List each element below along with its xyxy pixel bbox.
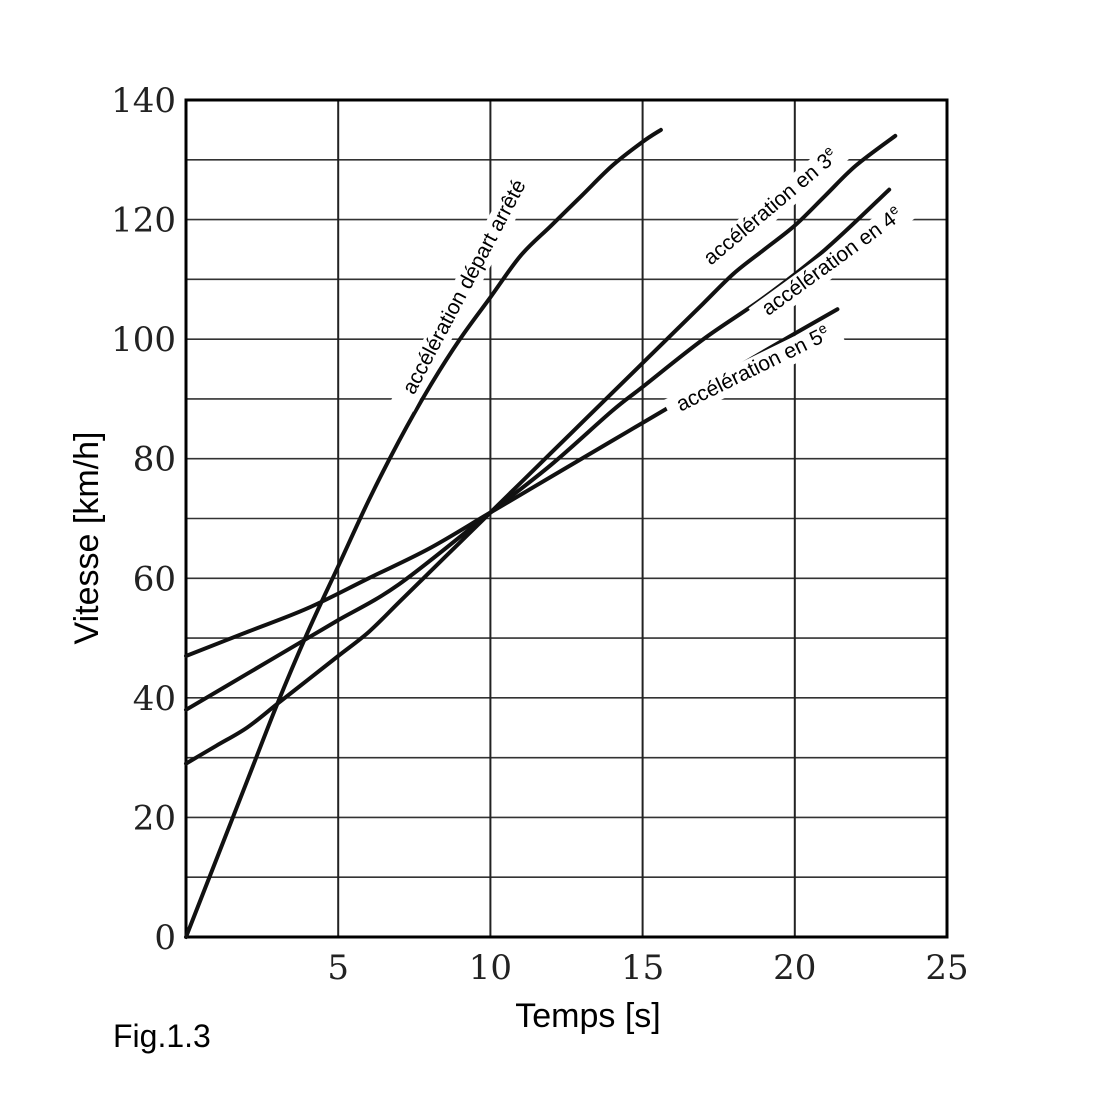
y-tick-label: 20 xyxy=(133,798,176,838)
curve-label-1: accélération en 3e xyxy=(697,142,842,270)
y-tick-label: 60 xyxy=(133,559,176,599)
plot-frame xyxy=(184,98,949,939)
series-line-3 xyxy=(184,307,840,659)
y-tick-label: 40 xyxy=(133,679,176,719)
series-line-1 xyxy=(184,133,898,766)
curve-label-2: accélération en 4e xyxy=(756,201,907,321)
curve-label-0: accélération départ arrêté xyxy=(398,176,531,398)
series-line-2 xyxy=(184,187,892,712)
x-tick-label: 5 xyxy=(327,948,349,988)
x-axis-title: Temps [s] xyxy=(515,997,660,1035)
figure-caption: Fig.1.3 xyxy=(113,1018,211,1054)
y-tick-label: 80 xyxy=(133,440,176,480)
y-tick-label: 100 xyxy=(111,320,176,360)
y-tick-label: 120 xyxy=(111,201,176,241)
series-lines xyxy=(184,127,898,939)
y-tick-label: 0 xyxy=(154,918,176,958)
y-tick-label: 140 xyxy=(111,81,176,121)
tick-labels: 0 20 40 60 80 100 120 140 5 10 15 20 25 xyxy=(111,81,969,988)
x-tick-label: 25 xyxy=(925,948,968,988)
x-tick-label: 10 xyxy=(469,948,512,988)
x-tick-label: 20 xyxy=(773,948,816,988)
series-line-0 xyxy=(184,127,663,939)
y-axis-title: Vitesse [km/h] xyxy=(68,432,106,645)
curve-label-3: accélération en 5e xyxy=(671,319,833,416)
curve-label-bg xyxy=(662,317,845,423)
curve-label-bg xyxy=(748,196,917,329)
curve-label-bg xyxy=(391,163,540,412)
x-tick-label: 15 xyxy=(621,948,664,988)
grid xyxy=(186,100,947,937)
curve-label-bg xyxy=(690,137,853,279)
